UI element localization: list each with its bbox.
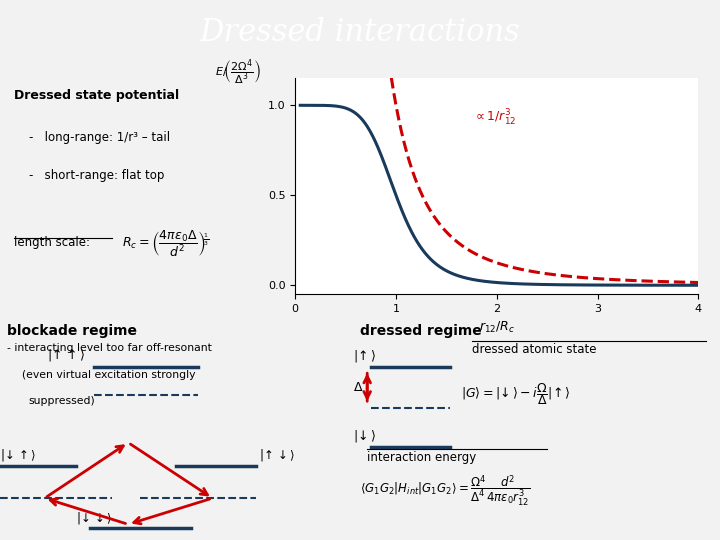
- Text: $|\!\uparrow\uparrow\rangle$: $|\!\uparrow\uparrow\rangle$: [47, 347, 86, 363]
- Text: Dressed interactions: Dressed interactions: [199, 17, 521, 48]
- Text: interaction energy: interaction energy: [367, 451, 477, 464]
- Text: $|G\rangle = |\!\downarrow\rangle - i\dfrac{\Omega}{\Delta}|\!\uparrow\rangle$: $|G\rangle = |\!\downarrow\rangle - i\df…: [461, 381, 570, 407]
- Text: $|\!\uparrow\downarrow\rangle$: $|\!\uparrow\downarrow\rangle$: [259, 448, 296, 463]
- Text: $E/\!\left(\dfrac{2\Omega^4}{\Delta^3}\right)$: $E/\!\left(\dfrac{2\Omega^4}{\Delta^3}\r…: [215, 57, 261, 86]
- Text: $|\!\downarrow\uparrow\rangle$: $|\!\downarrow\uparrow\rangle$: [0, 448, 37, 463]
- Text: $|\!\uparrow\rangle$: $|\!\uparrow\rangle$: [353, 348, 376, 364]
- Text: $\Delta$: $\Delta$: [353, 381, 364, 394]
- Text: - interacting level too far off-resonant: - interacting level too far off-resonant: [7, 343, 212, 353]
- Text: suppressed): suppressed): [29, 396, 96, 407]
- Text: length scale:: length scale:: [14, 236, 91, 249]
- X-axis label: $r_{12}/R_c$: $r_{12}/R_c$: [479, 320, 515, 335]
- Text: -   short-range: flat top: - short-range: flat top: [29, 170, 164, 183]
- Text: (even virtual excitation strongly: (even virtual excitation strongly: [22, 370, 195, 380]
- Text: $|\!\downarrow\rangle$: $|\!\downarrow\rangle$: [353, 428, 376, 444]
- Text: -   long-range: 1/r³ – tail: - long-range: 1/r³ – tail: [29, 131, 170, 144]
- Text: dressed regime: dressed regime: [360, 324, 482, 338]
- Text: blockade regime: blockade regime: [7, 324, 138, 338]
- Text: $|\!\downarrow\downarrow\rangle$: $|\!\downarrow\downarrow\rangle$: [76, 510, 112, 526]
- Text: Dressed state potential: Dressed state potential: [14, 89, 179, 102]
- Text: dressed atomic state: dressed atomic state: [472, 343, 596, 356]
- Text: $\langle G_1G_2|H_{int}|G_1G_2\rangle = \dfrac{\Omega^4}{\Delta^4}\dfrac{d^2}{4\: $\langle G_1G_2|H_{int}|G_1G_2\rangle = …: [360, 474, 531, 509]
- Text: $R_c = \left(\dfrac{4\pi\epsilon_0\Delta}{d^2}\right)^{\!\frac{1}{3}}$: $R_c = \left(\dfrac{4\pi\epsilon_0\Delta…: [122, 229, 210, 259]
- Text: $\propto 1/r_{12}^3$: $\propto 1/r_{12}^3$: [472, 107, 516, 127]
